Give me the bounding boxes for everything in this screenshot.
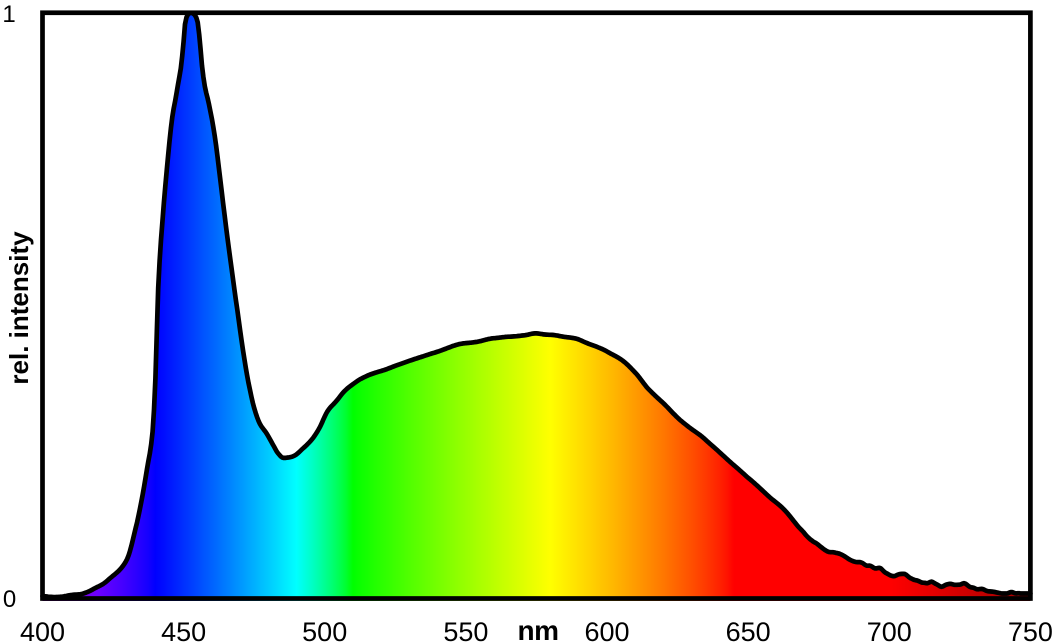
svg-text:550: 550 xyxy=(443,617,488,644)
svg-text:1: 1 xyxy=(2,1,15,28)
svg-text:nm: nm xyxy=(518,615,559,644)
svg-text:400: 400 xyxy=(20,617,65,644)
svg-text:700: 700 xyxy=(867,617,912,644)
svg-text:650: 650 xyxy=(726,617,771,644)
svg-text:rel. intensity: rel. intensity xyxy=(4,231,34,385)
svg-text:750: 750 xyxy=(1008,617,1053,644)
svg-text:450: 450 xyxy=(161,617,206,644)
svg-text:500: 500 xyxy=(302,617,347,644)
svg-text:0: 0 xyxy=(3,586,16,613)
svg-text:600: 600 xyxy=(584,617,629,644)
